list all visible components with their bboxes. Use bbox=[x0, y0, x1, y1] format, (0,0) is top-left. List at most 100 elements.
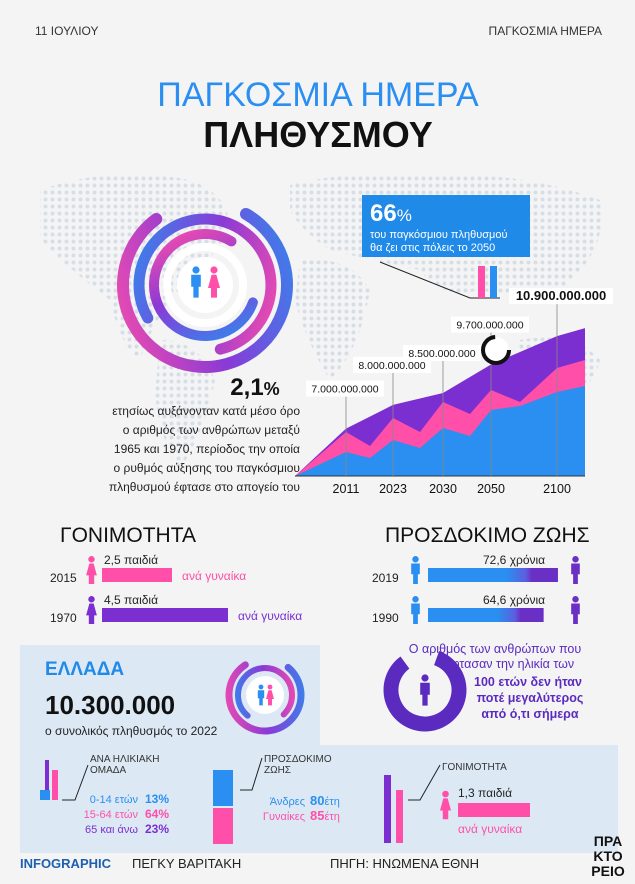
fert-icon bbox=[384, 775, 391, 843]
centenarian-line: έφτασαν την ηλικία των bbox=[446, 657, 574, 671]
label-box bbox=[509, 288, 613, 305]
comparison-rows: 2015 2,5 παιδιά ανά γυναίκα 1970 4,5 παιδιά α… bbox=[50, 553, 580, 625]
life-icon bbox=[213, 770, 233, 806]
logo-line: ΡΕΙΟ bbox=[591, 863, 625, 879]
value-label: 9.700.000.000 bbox=[456, 320, 523, 332]
value-label: 8.500.000.000 bbox=[408, 348, 475, 360]
age-value: 64% bbox=[145, 807, 169, 821]
urban-icon bbox=[490, 266, 497, 298]
row-label: 4,5 παιδιά bbox=[104, 593, 158, 607]
growth-line: ο αριθμός των ανθρώπων μεταξύ bbox=[123, 423, 300, 437]
logo-line: ΚΤΟ bbox=[593, 848, 622, 864]
fert-icon bbox=[396, 790, 403, 843]
growth-value: 2,1 bbox=[230, 374, 263, 401]
growth-line: 1965 και 1970, περίοδος την οποία bbox=[114, 442, 300, 456]
row-year: 2015 bbox=[50, 571, 77, 585]
greece-rings bbox=[225, 655, 305, 735]
centenarian-bold: 100 ετών δεν ήταν bbox=[474, 675, 582, 689]
fertility-bar bbox=[102, 568, 172, 582]
life-icon bbox=[213, 808, 233, 844]
greece-panel bbox=[20, 745, 618, 853]
life-number: 85 bbox=[310, 808, 324, 823]
population-chart: 7.000.000.000 2011 8.000.000.000 2023 8.500.… bbox=[295, 288, 613, 496]
row-label: 72,6 χρόνια bbox=[483, 553, 545, 567]
centenarian-bold: από ό,τι σήμερα bbox=[481, 707, 578, 721]
area-layer bbox=[295, 386, 585, 476]
life-pointer bbox=[240, 757, 263, 791]
fertility-title: ΓΟΝΙΜΟΤΗΤΑ bbox=[60, 524, 196, 547]
life-unit: έτη bbox=[324, 796, 339, 808]
row-year: 2019 bbox=[372, 571, 399, 585]
footer-source: ΠΗΓΗ: ΗΝΩΜΕΝΑ ΕΘΝΗ bbox=[330, 856, 479, 871]
row-unit: ανά γυναίκα bbox=[238, 609, 302, 623]
urban-figure: 66% bbox=[370, 200, 412, 227]
life-bar bbox=[428, 608, 544, 622]
value-label: 7.000.000.000 bbox=[311, 384, 378, 396]
label-box bbox=[306, 380, 384, 397]
logo-line: ΠΡΑ bbox=[594, 833, 623, 849]
age-title: ΑΝΑ ΗΛΙΚΙΑΚΗ bbox=[90, 754, 159, 765]
chart-ring bbox=[481, 335, 511, 365]
life-label: Άνδρες bbox=[270, 796, 305, 808]
year-label: 2011 bbox=[333, 482, 360, 496]
title-line2: ΠΛΗΘΥΣΜΟΥ bbox=[203, 114, 433, 155]
growth-rings bbox=[116, 197, 293, 373]
life-value: 85έτη bbox=[310, 808, 340, 823]
age-title: ΟΜΑΔΑ bbox=[90, 765, 126, 776]
row-year: 1990 bbox=[372, 611, 399, 625]
growth-line: ο ρυθμός αύξησης του παγκόσμιου bbox=[114, 461, 300, 475]
life-number: 80 bbox=[310, 793, 324, 808]
year-label: 2030 bbox=[429, 482, 457, 496]
centenarian-bold: ποτέ μεγαλύτερος bbox=[477, 691, 584, 705]
age-icon bbox=[40, 760, 89, 801]
greece-caption: ο συνολικός πληθυσμός το 2022 bbox=[45, 724, 218, 738]
section: ΠΑΓΚΟΣΜΙΑ ΗΜΕΡΑ bbox=[489, 24, 602, 38]
greece-population: 10.300.000 bbox=[45, 690, 175, 720]
age-label: 0-14 ετών bbox=[90, 794, 139, 806]
life-value: 80έτη bbox=[310, 793, 340, 808]
label-box bbox=[403, 345, 481, 361]
centenarian-line: Ο αριθμός των ανθρώπων που bbox=[409, 642, 582, 656]
year-label: 2023 bbox=[379, 482, 407, 496]
life-title: ΖΩΗΣ bbox=[264, 765, 291, 776]
age-label: 65 και άνω bbox=[85, 824, 138, 836]
life-label: Γυναίκες bbox=[263, 811, 305, 823]
value-label: 8.000.000.000 bbox=[358, 360, 425, 372]
fertility-bar bbox=[102, 608, 228, 622]
row-label: 64,6 χρόνια bbox=[483, 593, 545, 607]
age-label: 15-64 ετών bbox=[84, 809, 139, 821]
fert-unit: ανά γυναίκα bbox=[458, 822, 522, 836]
row-year: 1970 bbox=[50, 611, 77, 625]
centenarian-text: Ο αριθμός των ανθρώπων που έφτασαν την η… bbox=[409, 642, 584, 721]
urban-unit: % bbox=[397, 206, 412, 225]
fert-title: ΓΟΝΙΜΟΤΗΤΑ bbox=[442, 762, 507, 773]
urban-line: θα ζει στις πόλεις το 2050 bbox=[370, 242, 495, 254]
title-line1: ΠΑΓΚΟΣΜΙΑ ΗΜΕΡΑ bbox=[157, 76, 479, 114]
footer-tag: INFOGRAPHIC bbox=[20, 856, 112, 871]
growth-line: ετησίως αυξάνονταν κατά μέσο όρο bbox=[112, 404, 300, 418]
date: 11 ΙΟΥΛΙΟΥ bbox=[35, 24, 99, 38]
growth-text: ετησίως αυξάνονταν κατά μέσο όρο ο αριθμ… bbox=[109, 404, 301, 494]
value-label: 10.900.000.000 bbox=[516, 288, 606, 303]
life-title: ΠΡΟΣΔΟΚΙΜΟ ΖΩΗΣ bbox=[385, 524, 590, 547]
fert-pointer bbox=[408, 764, 441, 801]
age-value: 13% bbox=[145, 792, 169, 806]
growth-line: πληθυσμού έφτασε στο απογείο του bbox=[109, 480, 300, 494]
row-unit: ανά γυναίκα bbox=[182, 569, 246, 583]
urban-value: 66 bbox=[370, 200, 397, 227]
life-unit: έτη bbox=[324, 811, 339, 823]
year-label: 2100 bbox=[543, 482, 571, 496]
centenarian-ring bbox=[383, 648, 467, 732]
year-label: 2050 bbox=[477, 482, 505, 496]
growth-figure: 2,1% bbox=[230, 374, 279, 401]
urban-icon bbox=[478, 266, 485, 298]
life-title: ΠΡΟΣΔΟΚΙΜΟ bbox=[264, 754, 332, 765]
row-label: 2,5 παιδιά bbox=[104, 553, 158, 567]
age-value: 23% bbox=[145, 822, 169, 836]
fert-bar bbox=[458, 803, 530, 817]
growth-unit: % bbox=[264, 379, 280, 399]
label-box bbox=[451, 316, 529, 333]
greece-title: ΕΛΛΑΔΑ bbox=[45, 659, 124, 680]
